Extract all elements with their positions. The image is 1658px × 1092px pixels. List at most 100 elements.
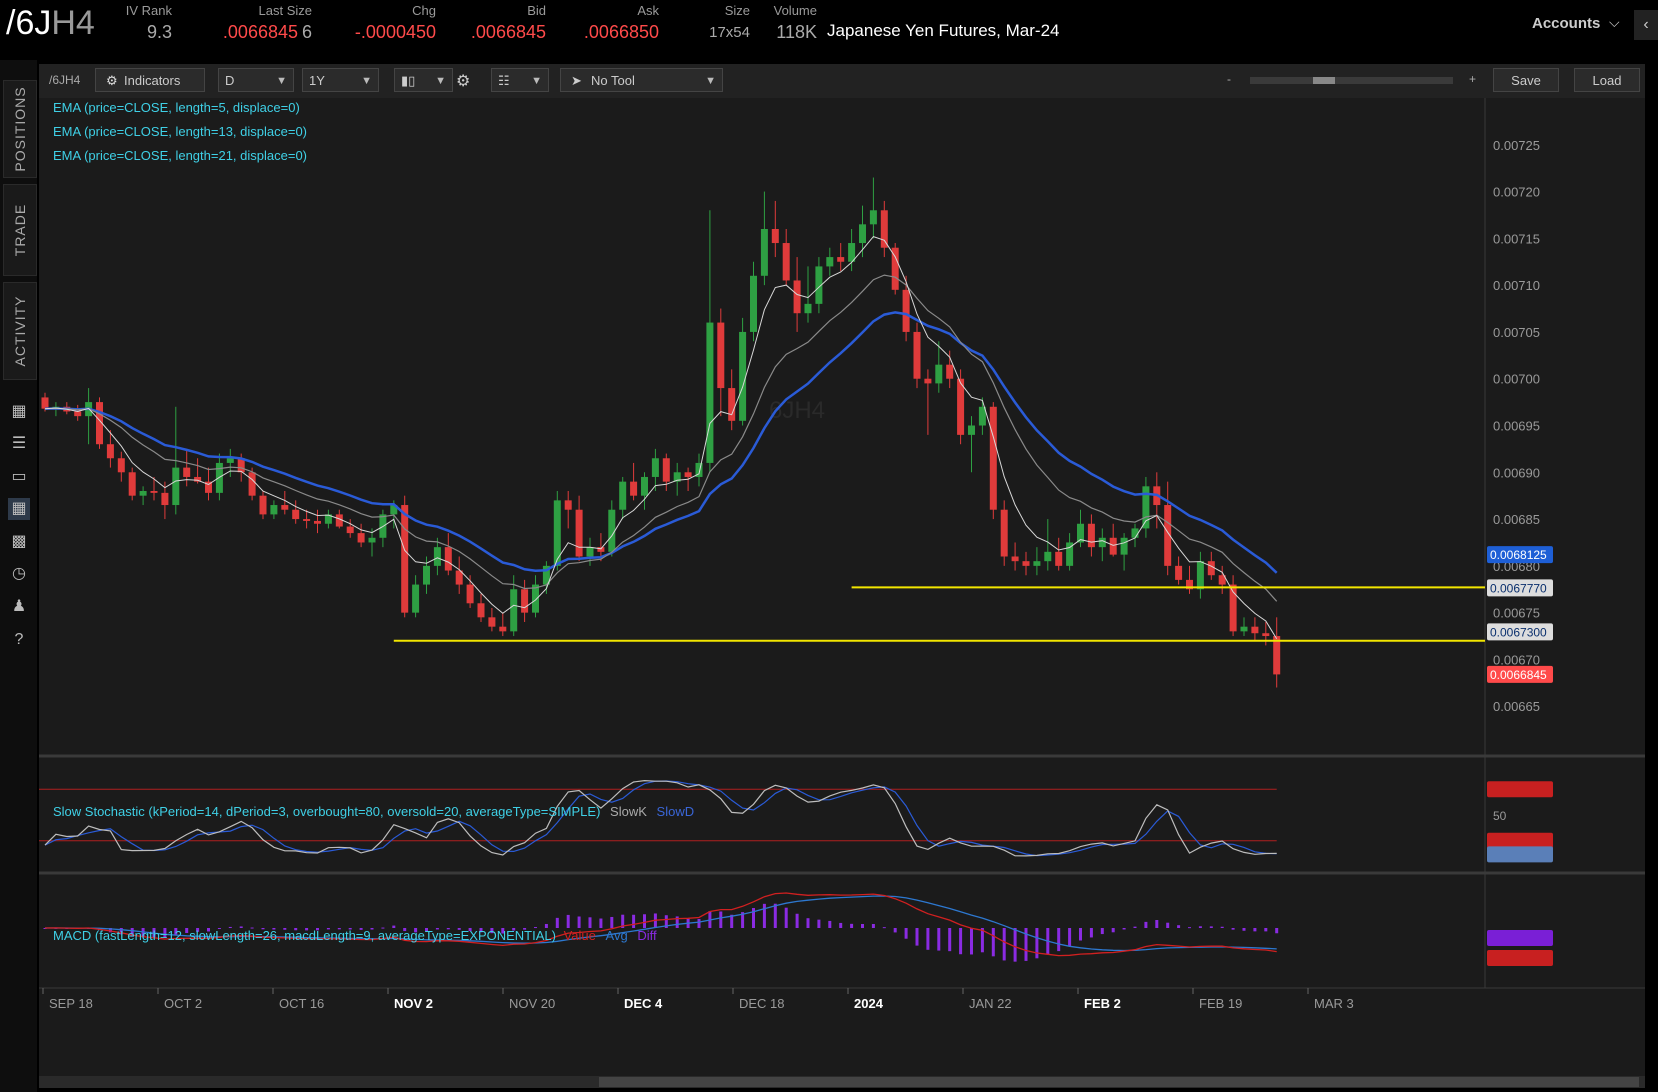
zoom-slider-thumb[interactable]	[1313, 77, 1335, 84]
change-value: -.0000450	[354, 22, 436, 42]
help-icon[interactable]: ?	[14, 631, 24, 648]
chart-icon[interactable]: ▦	[8, 498, 30, 520]
ask: Ask .0066850	[562, 0, 659, 58]
study-ema-5[interactable]: EMA (price=CLOSE, length=5, displace=0)	[53, 100, 300, 115]
macd-diff-bar	[1111, 928, 1115, 933]
accounts-menu[interactable]: Accounts	[1532, 15, 1601, 32]
candle	[597, 547, 605, 552]
iv-rank-label: IV Rank	[125, 3, 172, 18]
calendar-icon[interactable]: ▦	[11, 403, 27, 420]
drawing-set-select[interactable]: ☷ ▼	[491, 68, 549, 92]
grid-icon[interactable]: ▩	[11, 533, 27, 550]
candle	[1175, 565, 1183, 580]
price-chart[interactable]: 0.00725 0.00720 0.00715 0.00710 0.00705 0.007…	[39, 98, 1645, 1076]
symbol-title[interactable]: /6JH4	[6, 4, 95, 42]
macd-diff-bar	[370, 928, 374, 930]
macd-diff-bar	[392, 925, 396, 928]
candle	[1022, 561, 1030, 566]
collapse-left-icon[interactable]: ‹	[1634, 10, 1658, 40]
candle	[1207, 561, 1215, 576]
change: Chg -.0000450	[340, 0, 436, 58]
size-label: Size	[724, 3, 750, 18]
macd-diff-bar	[621, 914, 625, 928]
load-button[interactable]: Load	[1574, 68, 1640, 92]
tab-activity[interactable]: ACTIVITY	[3, 282, 37, 380]
candle	[466, 584, 474, 604]
macd-diff-bar	[1209, 926, 1213, 928]
candle	[1077, 523, 1084, 543]
bid-value[interactable]: .0066845	[470, 22, 546, 42]
zoom-in-button[interactable]: +	[1469, 72, 1477, 86]
study-slow-stochastic[interactable]: Slow Stochastic (kPeriod=14, dPeriod=3, …	[53, 804, 695, 819]
people-icon[interactable]: ♟	[11, 598, 27, 615]
last-size-value: 6	[301, 22, 312, 42]
chart-style-select[interactable]: ▮▯ ▼	[394, 68, 453, 92]
list-icon[interactable]: ☰	[11, 435, 27, 452]
scrollbar-thumb[interactable]	[599, 1077, 1639, 1087]
candle	[248, 472, 256, 496]
monitor-icon[interactable]: ▭	[11, 468, 27, 485]
price-badge	[1487, 546, 1553, 564]
candle	[324, 514, 332, 524]
macd-diff-bar	[828, 920, 832, 928]
chevron-down-icon[interactable]: ⌵	[1609, 14, 1620, 30]
candle	[935, 364, 943, 384]
tool-select[interactable]: ➤ No Tool ▼	[560, 68, 723, 92]
macd-diff-bar	[1122, 928, 1126, 930]
candle	[804, 303, 812, 314]
macd-diff-bar	[479, 928, 483, 933]
zoom-out-button[interactable]: -	[1227, 72, 1231, 86]
candle	[1066, 542, 1074, 566]
study-ema-21[interactable]: EMA (price=CLOSE, length=21, displace=0)	[53, 148, 308, 163]
candle	[673, 472, 681, 482]
candle	[1240, 626, 1248, 632]
macd-diff-bar	[457, 928, 461, 930]
gauge-icon[interactable]: ◷	[12, 565, 26, 582]
legend-slowd: SlowD	[656, 804, 695, 819]
candle	[728, 388, 736, 421]
candle	[1186, 579, 1193, 590]
candle	[106, 444, 114, 459]
ask-value[interactable]: .0066850	[583, 22, 659, 42]
price-tick-label: 0.00690	[1493, 465, 1540, 480]
macd-diff-bar	[610, 916, 614, 928]
candle	[684, 472, 692, 477]
macd-diff-bar	[1253, 928, 1257, 932]
study-macd[interactable]: MACD (fastLength=12, slowLength=26, macd…	[53, 928, 657, 943]
volume: Volume 118K	[765, 0, 817, 58]
tab-trade[interactable]: TRADE	[3, 184, 37, 276]
macd-diff-bar	[490, 928, 494, 934]
candle	[433, 547, 441, 566]
candle	[706, 322, 714, 463]
macd-diff-bar	[904, 928, 908, 939]
study-ema-13[interactable]: EMA (price=CLOSE, length=13, displace=0)	[53, 124, 308, 139]
macd-diff-badge	[1487, 930, 1553, 946]
candle	[521, 589, 529, 613]
macd-diff-bar	[882, 927, 886, 929]
candle	[739, 331, 747, 421]
timeframe-select[interactable]: 1Y ▼	[302, 68, 379, 92]
candle	[335, 514, 343, 527]
chart-area[interactable]: 0.00725 0.00720 0.00715 0.00710 0.00705 0.007…	[39, 98, 1645, 1076]
macd-diff-bar	[141, 928, 145, 938]
tab-positions[interactable]: POSITIONS	[3, 80, 37, 178]
candle	[837, 257, 845, 262]
zoom-slider[interactable]	[1250, 77, 1453, 84]
candle	[869, 210, 877, 225]
price-tick-label: 0.00725	[1493, 138, 1540, 153]
candle	[717, 322, 725, 389]
macd-diff-bar	[501, 928, 505, 934]
horizontal-scrollbar[interactable]	[39, 1076, 1645, 1088]
candle	[1120, 537, 1128, 555]
indicators-button[interactable]: ⚙ Indicators	[95, 68, 205, 92]
candle	[793, 280, 801, 314]
candle	[1044, 551, 1052, 562]
macd-diff-bar	[937, 928, 941, 951]
settings-gear-icon[interactable]: ⚙	[456, 73, 471, 90]
candle	[41, 397, 49, 409]
candle	[542, 565, 550, 585]
time-axis-label: DEC 4	[624, 996, 663, 1011]
aggregation-select[interactable]: D ▼	[218, 68, 294, 92]
drawing-icon: ☷	[498, 73, 510, 88]
save-button[interactable]: Save	[1493, 68, 1559, 92]
